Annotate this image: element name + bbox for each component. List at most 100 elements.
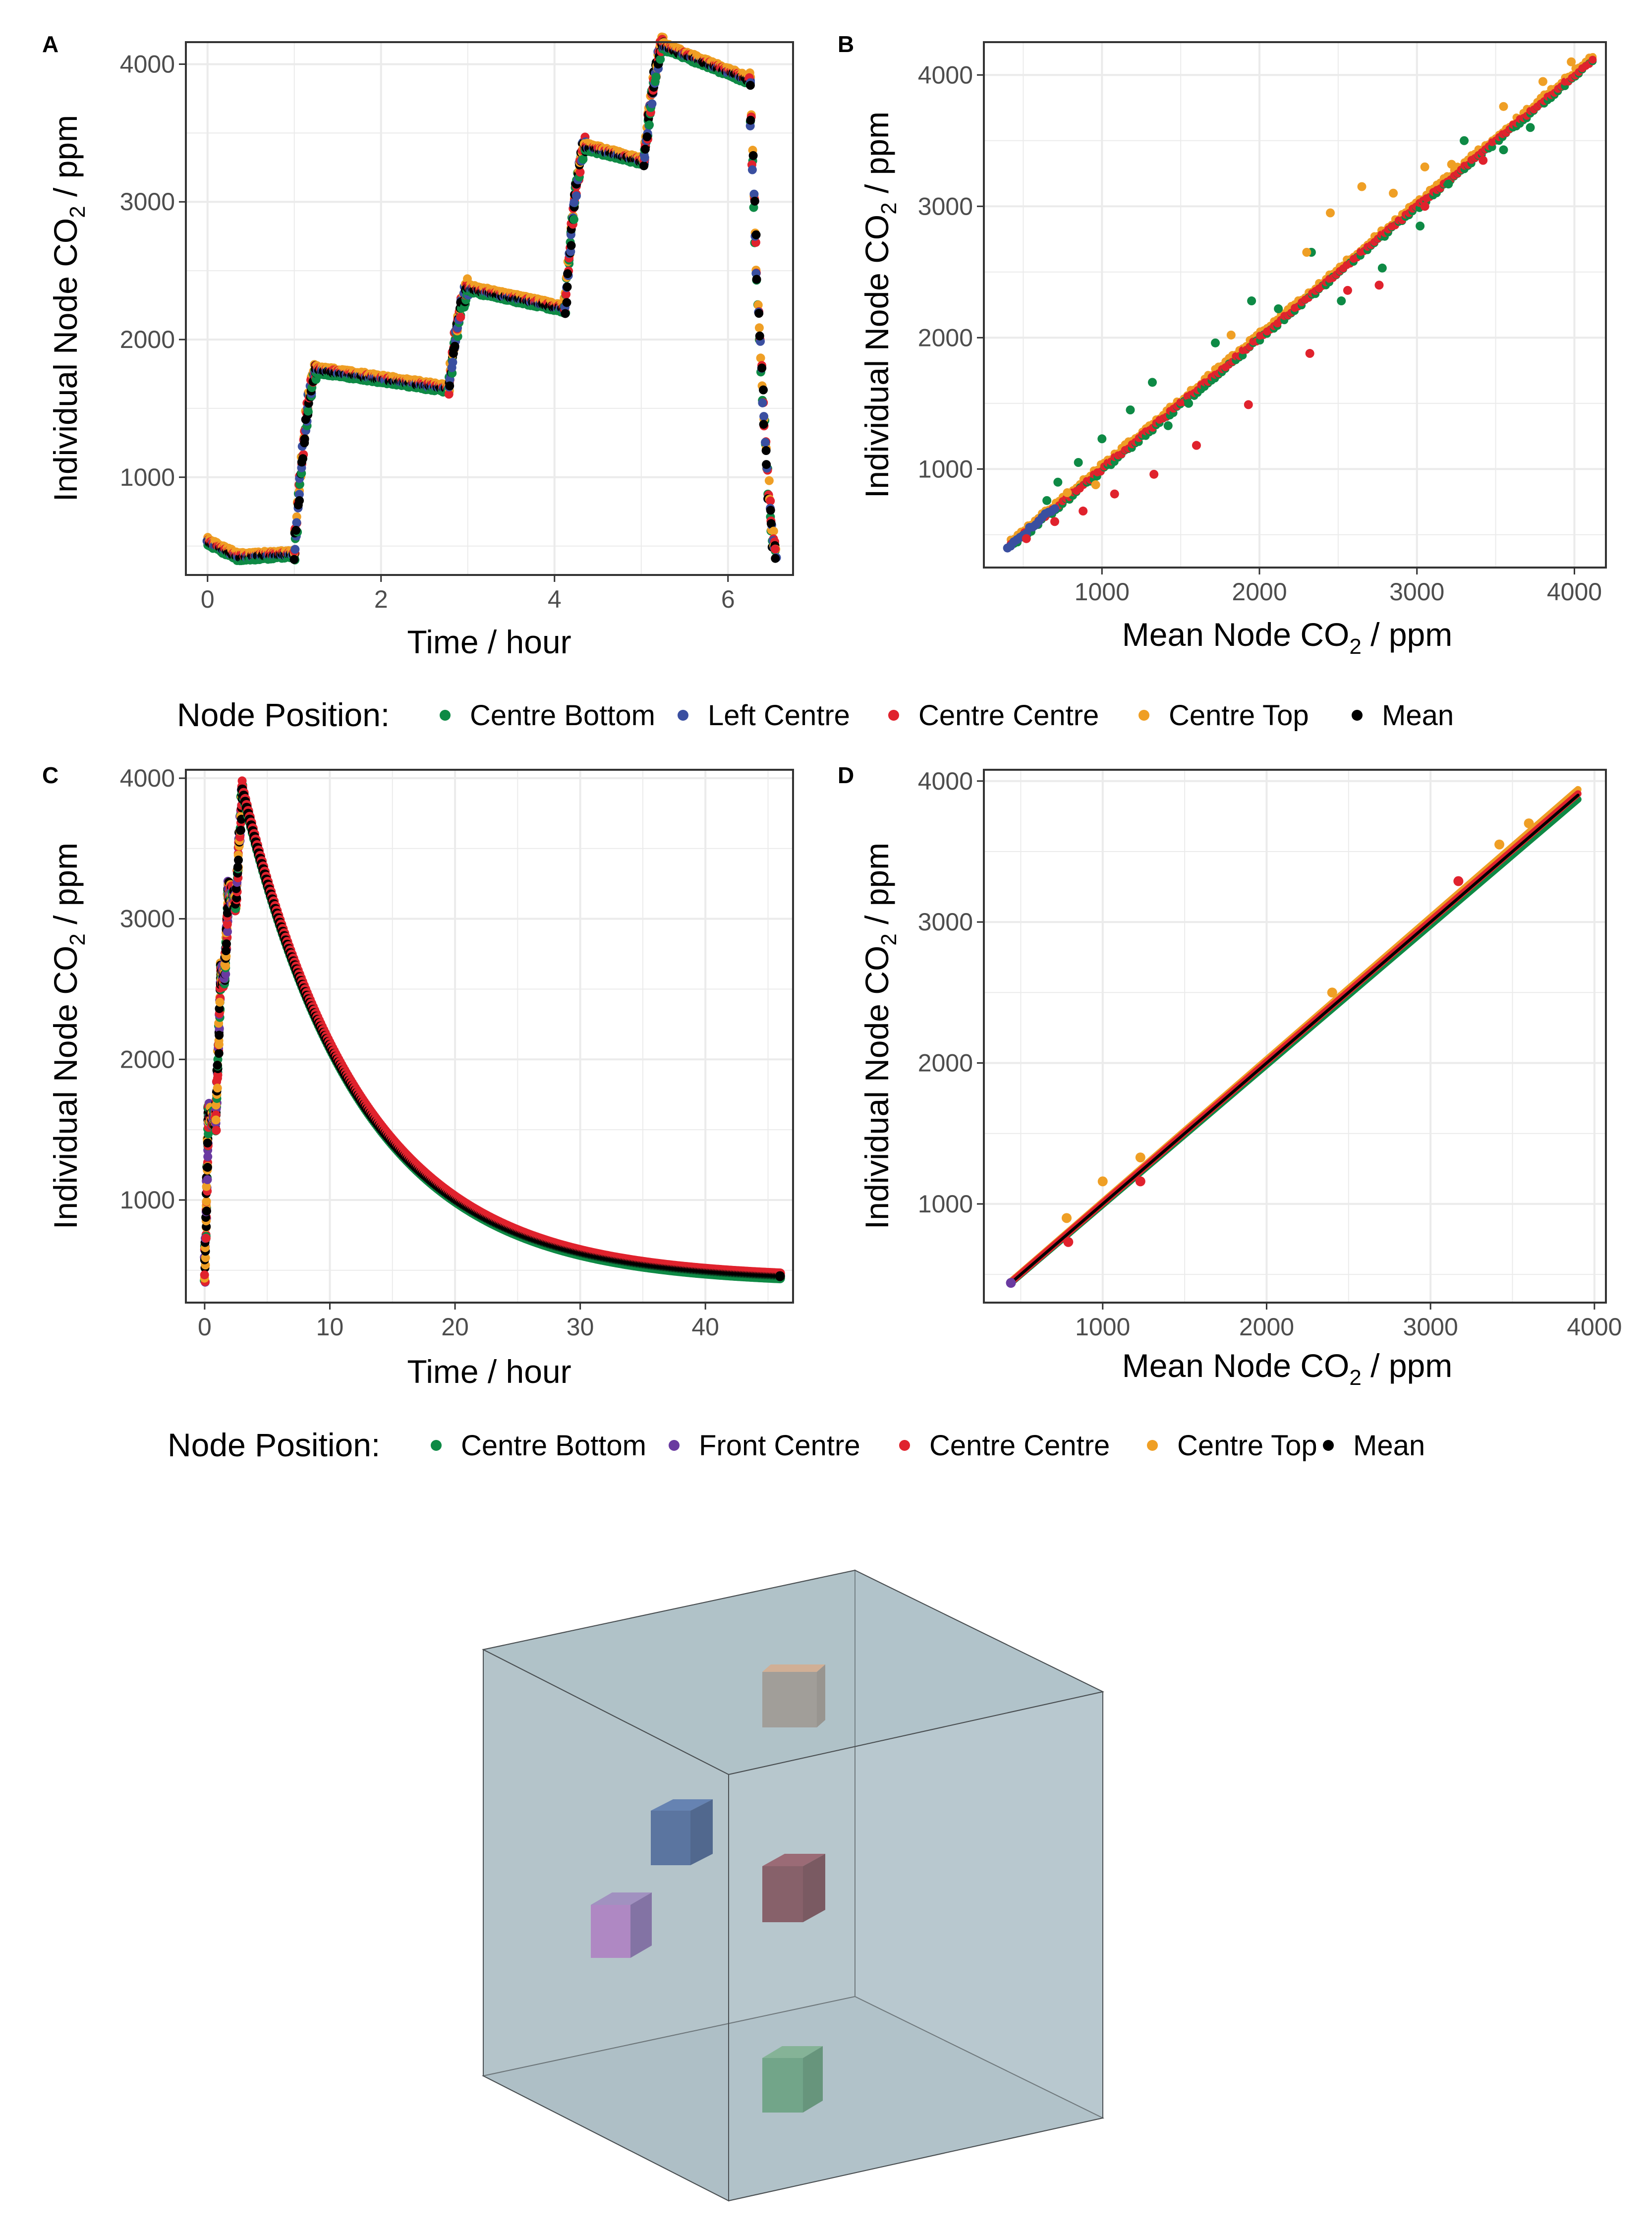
point-mean xyxy=(757,363,767,373)
point-centre-top xyxy=(754,323,764,333)
point-centre-top xyxy=(202,1197,211,1206)
point-centre-top xyxy=(215,997,225,1007)
legend-key-dot xyxy=(888,710,899,721)
legend-item-label: Centre Centre xyxy=(918,699,1099,732)
point-centre-bottom xyxy=(1337,296,1346,306)
point-mean xyxy=(752,275,761,284)
point-mean xyxy=(771,554,780,563)
point-mean xyxy=(295,496,304,505)
point-centre-centre xyxy=(1050,517,1059,526)
point-centre-bottom xyxy=(1211,338,1220,347)
point-centre-bottom xyxy=(1460,136,1469,145)
point-mean xyxy=(445,381,455,391)
point-centre-bottom xyxy=(1163,421,1173,430)
point-centre-centre xyxy=(1343,286,1352,295)
point-centre-top xyxy=(1357,182,1367,191)
x-tick-label: 3000 xyxy=(1389,578,1444,606)
point-left-centre xyxy=(294,490,304,499)
point-centre-top xyxy=(1091,480,1100,490)
point-left-centre xyxy=(747,165,757,174)
point-centre-top xyxy=(1499,102,1508,111)
point-left-centre xyxy=(758,398,767,407)
point-centre-top xyxy=(1567,57,1576,66)
point-centre-centre xyxy=(1479,156,1488,165)
point-mean xyxy=(761,446,771,456)
point-centre-bottom xyxy=(651,72,661,82)
point-mean xyxy=(298,454,308,463)
point-centre-top xyxy=(1302,248,1311,257)
point-mean xyxy=(563,269,572,279)
point-mean xyxy=(642,132,652,142)
point-centre-top xyxy=(756,353,765,363)
point-mean xyxy=(450,342,459,351)
point-mean xyxy=(754,309,764,318)
point-centre-centre xyxy=(561,289,570,299)
x-tick-label: 4 xyxy=(548,585,562,613)
y-tick-label: 2000 xyxy=(120,326,175,353)
point-centre-centre xyxy=(1110,489,1119,499)
point-centre-bottom xyxy=(1274,304,1283,313)
point-mean xyxy=(202,1206,211,1216)
point-centre-bottom xyxy=(578,155,588,164)
point-centre-bottom xyxy=(1444,179,1453,189)
legend-top-items: Centre Bottom Left Centre Centre Centre Cen… xyxy=(440,699,1454,732)
point-centre-top xyxy=(214,1040,224,1049)
point-centre-bottom xyxy=(303,406,313,416)
legend-item-label: Mean xyxy=(1382,699,1454,732)
x-tick-label: 2000 xyxy=(1232,578,1287,606)
point-left-centre xyxy=(448,357,457,367)
point-centre-centre xyxy=(201,1234,211,1243)
point-mean xyxy=(236,826,245,835)
x-tick-label: 2 xyxy=(374,585,388,613)
point-centre-centre xyxy=(1149,469,1159,479)
point-centre-top xyxy=(1226,330,1236,340)
point-centre-top xyxy=(764,476,774,485)
point-centre-centre xyxy=(1420,202,1429,211)
legend-item-label: Left Centre xyxy=(708,699,850,732)
point-centre-bottom xyxy=(1247,296,1256,306)
point-left-centre xyxy=(571,191,581,201)
point-left-centre xyxy=(647,99,657,109)
point-centre-centre xyxy=(212,1126,221,1135)
x-tick-label: 4000 xyxy=(1547,578,1602,606)
point-centre-centre xyxy=(200,1270,209,1279)
point-mean xyxy=(755,331,764,341)
point-centre-top xyxy=(1063,488,1072,497)
point-left-centre xyxy=(290,545,300,554)
point-left-centre xyxy=(761,438,770,447)
x-tick-label: 1000 xyxy=(1075,578,1130,606)
point-centre-centre xyxy=(1244,400,1253,409)
point-centre-bottom xyxy=(1416,222,1425,230)
point-mean xyxy=(289,555,299,564)
point-mean xyxy=(300,434,309,444)
panel-a-xlabel: Time / hour xyxy=(407,624,571,660)
panel-b-xlabel: Mean Node CO2 / ppm xyxy=(1122,616,1452,659)
point-mean xyxy=(766,506,775,515)
legend-key-dot xyxy=(440,710,451,721)
point-front-centre xyxy=(203,1152,213,1161)
point-centre-bottom xyxy=(1526,123,1535,132)
point-centre-bottom xyxy=(1042,496,1052,505)
point-centre-centre xyxy=(1192,441,1201,450)
point-left-centre xyxy=(292,518,301,527)
point-mean xyxy=(203,1163,212,1172)
point-mean xyxy=(291,525,301,535)
legend-key-dot xyxy=(1139,710,1149,721)
point-front-centre xyxy=(203,1175,212,1184)
point-centre-centre xyxy=(444,390,454,399)
x-tick-label: 0 xyxy=(201,585,215,613)
y-tick-label: 4000 xyxy=(120,50,175,78)
point-centre-bottom xyxy=(1074,458,1083,467)
point-mean xyxy=(222,939,231,949)
point-left-centre xyxy=(759,412,769,421)
point-centre-top xyxy=(211,1115,221,1125)
point-centre-centre xyxy=(1022,534,1031,543)
point-centre-centre xyxy=(1079,507,1088,516)
point-centre-bottom xyxy=(1097,434,1107,444)
legend-item-label: Centre Bottom xyxy=(470,699,655,732)
point-left-centre xyxy=(640,153,649,162)
point-centre-centre xyxy=(1305,349,1314,358)
